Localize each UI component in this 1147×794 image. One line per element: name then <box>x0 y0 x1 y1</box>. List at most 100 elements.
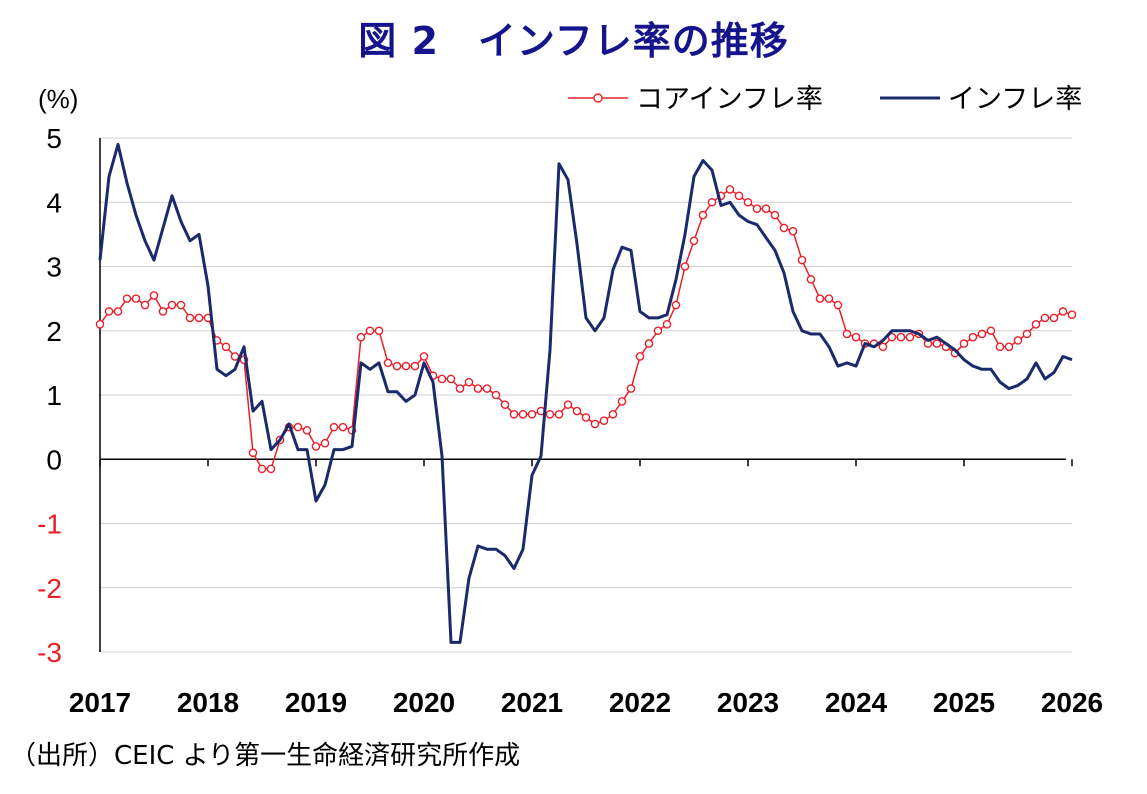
data-point-core <box>473 384 483 393</box>
data-point-core <box>293 422 303 432</box>
data-point-core <box>905 332 915 342</box>
data-point-core <box>761 204 771 213</box>
data-point-core <box>122 294 132 303</box>
data-point-core <box>392 361 402 371</box>
data-point-core <box>626 384 636 393</box>
data-point-core <box>1013 336 1023 345</box>
data-point-core <box>581 413 591 422</box>
data-point-core <box>662 320 672 329</box>
data-point-core <box>734 191 744 201</box>
data-point-core <box>806 275 816 284</box>
data-point-core <box>509 409 519 419</box>
data-point-core <box>1031 320 1041 329</box>
legend: コアインフレ率 インフレ率 <box>568 84 1082 115</box>
data-point-core <box>572 406 582 416</box>
data-point-core <box>698 210 708 220</box>
data-point-core <box>158 307 168 316</box>
data-point-core <box>140 300 150 310</box>
data-point-core <box>1004 342 1014 352</box>
y-tick-label: 3 <box>46 252 62 283</box>
data-point-core <box>959 339 969 348</box>
data-point-core <box>995 342 1005 352</box>
data-point-core <box>302 426 312 435</box>
x-tick-label: 2022 <box>609 687 671 718</box>
x-tick-label: 2026 <box>1041 687 1103 718</box>
legend-label-core: コアインフレ率 <box>636 84 823 115</box>
data-point-core <box>194 313 204 323</box>
data-point-core <box>338 422 348 432</box>
data-point-core <box>545 409 555 419</box>
data-point-core <box>635 352 645 361</box>
data-point-core <box>743 197 753 207</box>
data-point-core <box>680 262 690 271</box>
data-point-core <box>608 409 618 419</box>
data-point-core <box>221 342 231 352</box>
data-point-core <box>644 339 654 348</box>
data-point-core <box>491 390 501 400</box>
y-tick-label: 2 <box>46 316 62 347</box>
data-point-core <box>455 384 465 393</box>
data-point-core <box>824 294 834 303</box>
data-point-core <box>1022 329 1032 339</box>
data-point-core <box>797 255 807 265</box>
axes <box>99 138 1073 652</box>
data-point-core <box>1058 307 1068 316</box>
data-point-core <box>752 204 762 213</box>
data-point-core <box>356 332 366 342</box>
x-tick-label: 2017 <box>69 687 131 718</box>
data-point-core <box>653 326 663 336</box>
data-point-core <box>446 374 456 384</box>
data-point-core <box>851 332 861 342</box>
legend-marker-core <box>593 93 603 103</box>
y-tick-label: 0 <box>46 444 62 475</box>
x-tick-label: 2020 <box>393 687 455 718</box>
data-point-core <box>527 409 537 419</box>
data-point-core <box>500 400 510 409</box>
data-point-core <box>410 361 420 371</box>
data-point-core <box>896 332 906 342</box>
x-tick-label: 2018 <box>177 687 239 718</box>
data-point-core <box>95 320 105 329</box>
series-line-core <box>99 188 1073 470</box>
data-point-core <box>590 419 600 429</box>
data-point-core <box>707 197 717 207</box>
legend-label-headline: インフレ率 <box>948 84 1082 115</box>
data-point-core <box>554 409 564 419</box>
data-point-core <box>932 339 942 348</box>
data-point-core <box>617 397 627 406</box>
data-point-core <box>815 294 825 303</box>
data-point-core <box>419 352 429 361</box>
data-point-core <box>374 326 384 336</box>
data-point-core <box>365 326 375 336</box>
data-point-core <box>320 438 330 448</box>
x-tick-label: 2019 <box>285 687 347 718</box>
data-point-core <box>113 307 123 316</box>
data-point-core <box>977 329 987 339</box>
data-point-core <box>968 332 978 342</box>
data-point-core <box>257 464 267 474</box>
data-point-core <box>329 422 339 432</box>
data-point-core <box>104 307 114 316</box>
y-tick-label: -2 <box>37 573 62 604</box>
data-point-core <box>986 326 996 336</box>
data-point-core <box>1049 313 1059 323</box>
data-point-core <box>176 300 186 310</box>
data-point-core <box>383 358 393 368</box>
data-point-core <box>671 300 681 310</box>
source-note: （出所）CEIC より第一生命経済研究所作成 <box>10 741 521 771</box>
x-tick-label: 2024 <box>825 687 888 718</box>
data-point-core <box>1040 313 1050 323</box>
x-tick-label: 2023 <box>717 687 779 718</box>
y-tick-label: -3 <box>37 637 62 668</box>
series-line-headline <box>98 142 1073 644</box>
data-point-core <box>311 442 321 451</box>
data-point-core <box>131 294 141 303</box>
x-tick-label: 2021 <box>501 687 563 718</box>
y-tick-label: 4 <box>46 187 62 218</box>
data-point-core <box>770 210 780 220</box>
data-point-core <box>878 342 888 352</box>
data-point-core <box>149 291 159 300</box>
data-point-core <box>482 384 492 393</box>
